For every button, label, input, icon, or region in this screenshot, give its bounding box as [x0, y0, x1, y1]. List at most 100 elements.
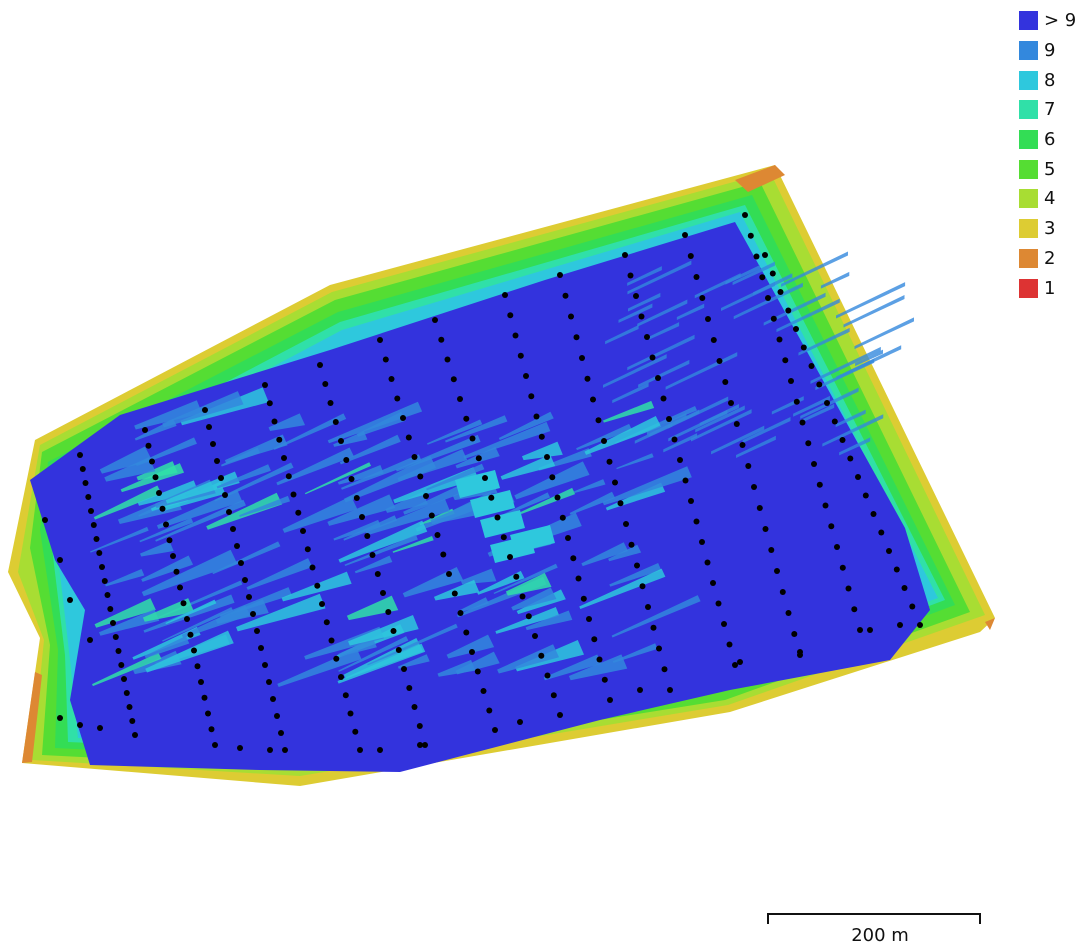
legend-label: > 9: [1044, 10, 1077, 32]
camera-point: [377, 747, 383, 753]
camera-point: [507, 554, 513, 560]
camera-point: [411, 704, 418, 710]
camera-point: [677, 457, 683, 463]
camera-point: [688, 498, 694, 504]
camera-point: [627, 272, 634, 279]
camera-point: [469, 435, 476, 442]
overlap-streak: [104, 457, 156, 482]
overlap-streak: [497, 644, 560, 674]
camera-point: [123, 690, 130, 696]
camera-point: [121, 676, 127, 682]
camera-point: [444, 356, 451, 363]
legend-label: 4: [1044, 188, 1056, 210]
camera-point: [575, 575, 582, 582]
legend-swatch: [1019, 130, 1038, 150]
camera-point: [295, 509, 302, 516]
camera-point: [132, 732, 138, 738]
camera-point: [579, 355, 585, 361]
legend-item: 8: [1019, 65, 1076, 95]
camera-point: [142, 427, 148, 433]
camera-point: [353, 495, 360, 501]
camera-point: [480, 688, 487, 694]
overlap-streak: [511, 587, 557, 611]
camera-point: [682, 232, 688, 238]
overlap-streak: [165, 599, 217, 625]
overlap-streak: [141, 555, 194, 582]
camera-point: [777, 289, 784, 295]
camera-point: [309, 564, 316, 571]
camera-point: [788, 378, 794, 384]
camera-point: [79, 466, 86, 472]
scale-bar-label: 200 m: [851, 925, 909, 946]
overlap-streak: [282, 496, 358, 533]
camera-point: [469, 649, 475, 655]
camera-point: [112, 634, 119, 640]
camera-point: [359, 514, 365, 520]
camera-point: [208, 726, 215, 733]
camera-point: [612, 479, 618, 486]
overlap-streak: [136, 461, 178, 481]
camera-point: [845, 585, 852, 592]
camera-point: [855, 474, 861, 480]
camera-point: [791, 631, 798, 637]
edge-mark-2c: [985, 618, 995, 630]
camera-point: [765, 295, 771, 301]
camera-point: [42, 517, 48, 523]
overlap-streak: [495, 606, 560, 634]
camera-point: [728, 400, 734, 406]
overlap-streak: [646, 412, 687, 435]
camera-point: [704, 559, 711, 566]
scale-bar: [767, 913, 981, 927]
overlap-streak: [854, 317, 915, 350]
camera-point: [793, 326, 799, 332]
camera-point: [816, 381, 823, 388]
camera-point: [262, 662, 268, 668]
camera-point: [824, 400, 830, 406]
camera-point: [266, 679, 272, 685]
overlap-streak: [426, 419, 483, 445]
camera-point: [623, 521, 629, 527]
overlap-streak: [105, 568, 145, 587]
overlap-streak: [608, 544, 642, 562]
overlap-patch: [455, 470, 500, 498]
legend-label: 9: [1044, 40, 1056, 62]
overlap-streak: [392, 536, 434, 553]
overlap-streak: [346, 595, 399, 621]
camera-point: [348, 476, 355, 482]
camera-point: [851, 606, 858, 613]
overlap-streak: [627, 266, 662, 286]
camera-point: [568, 313, 574, 320]
camera-point: [586, 616, 592, 622]
legend-item: > 9: [1019, 6, 1076, 36]
camera-point: [118, 662, 125, 668]
scale-bar-line: [767, 913, 981, 915]
camera-point: [637, 687, 643, 693]
camera-point: [166, 537, 173, 544]
overlap-streak: [736, 435, 776, 459]
camera-point: [502, 292, 508, 298]
camera-point: [206, 424, 212, 430]
camera-point: [234, 543, 240, 549]
camera-point: [517, 352, 524, 359]
camera-point: [352, 728, 359, 735]
camera-point: [57, 715, 63, 721]
camera-point: [347, 710, 354, 717]
camera-point: [753, 253, 760, 260]
overlap-streak: [616, 453, 654, 470]
camera-point: [549, 474, 556, 481]
camera-point: [250, 611, 256, 617]
camera-point: [488, 494, 495, 501]
camera-point: [149, 458, 155, 465]
overlap-streak: [725, 264, 760, 285]
camera-point: [671, 436, 678, 443]
camera-point: [328, 637, 335, 644]
camera-point: [285, 473, 292, 480]
camera-point: [152, 474, 159, 481]
camera-point: [565, 535, 571, 541]
legend-item: 3: [1019, 214, 1076, 244]
camera-point: [110, 620, 116, 626]
overlap-streak: [694, 273, 741, 299]
overlap-streak: [521, 441, 563, 461]
camera-point: [732, 662, 738, 668]
camera-point: [639, 583, 646, 590]
